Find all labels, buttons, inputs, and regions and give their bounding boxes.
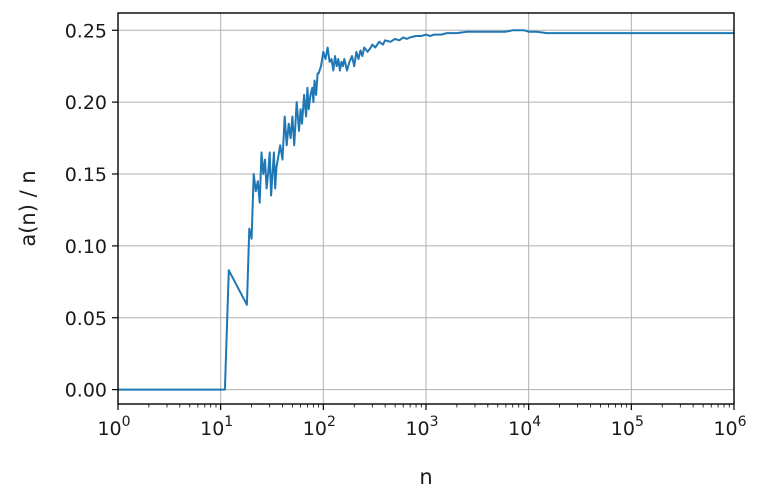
x-tick-label: 101 [200, 414, 233, 440]
y-tick-label: 0.25 [65, 20, 107, 42]
y-tick-label: 0.15 [65, 164, 107, 186]
y-tick-label: 0.20 [65, 92, 107, 114]
x-tick-label: 100 [97, 414, 130, 440]
y-tick-label: 0.05 [65, 308, 107, 330]
x-tick-label: 103 [405, 414, 438, 440]
y-axis-label: a(n) / n [16, 170, 40, 246]
x-tick-label: 105 [611, 414, 644, 440]
axis-ticks [112, 29, 735, 410]
x-tick-labels: 100 101 102 103 104 105 106 [97, 414, 746, 440]
y-tick-labels: 0.00 0.05 0.10 0.15 0.20 0.25 [65, 20, 107, 401]
x-tick-label: 102 [303, 414, 336, 440]
y-tick-label: 0.10 [65, 236, 107, 258]
grid-lines [117, 13, 735, 404]
x-axis-label: n [419, 465, 432, 489]
x-tick-label: 104 [508, 414, 541, 440]
data-series [118, 29, 734, 391]
series-line [118, 29, 734, 391]
x-tick-label: 106 [713, 414, 746, 440]
y-tick-label: 0.00 [65, 380, 107, 402]
